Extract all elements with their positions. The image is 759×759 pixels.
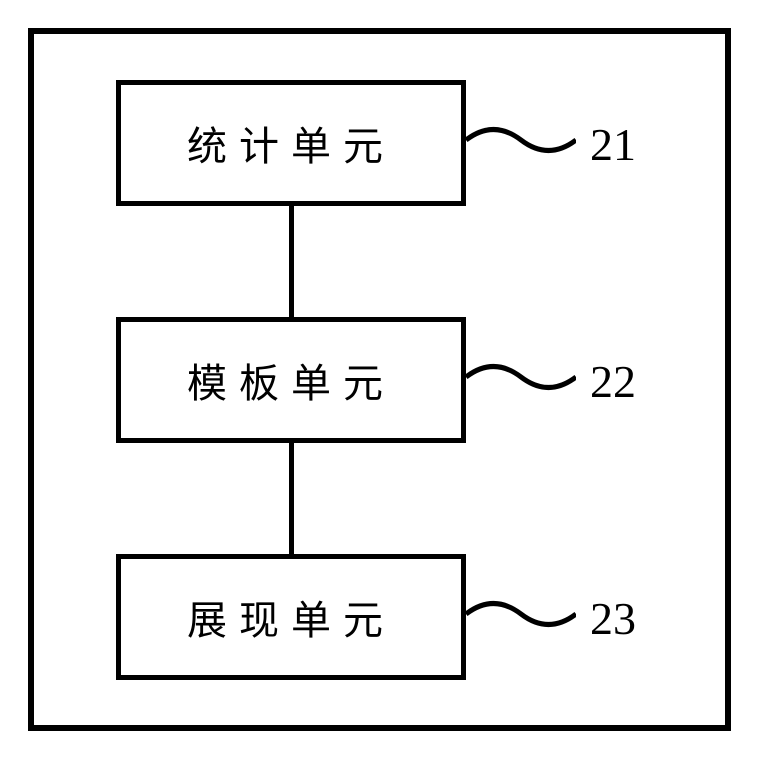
wave-icon xyxy=(466,110,576,170)
wave-icon xyxy=(466,347,576,407)
node-display-unit: 展现单元 xyxy=(116,554,466,680)
edge-2-3 xyxy=(289,443,294,554)
node-template-unit: 模板单元 xyxy=(116,317,466,443)
edge-1-2 xyxy=(289,206,294,317)
node-label: 统计单元 xyxy=(187,114,395,172)
node-label: 模板单元 xyxy=(187,351,395,409)
node-statistics-unit: 统计单元 xyxy=(116,80,466,206)
node-label: 展现单元 xyxy=(187,588,395,646)
annotation-21: 21 xyxy=(590,118,636,171)
annotation-22: 22 xyxy=(590,355,636,408)
wave-icon xyxy=(466,584,576,644)
annotation-23: 23 xyxy=(590,592,636,645)
